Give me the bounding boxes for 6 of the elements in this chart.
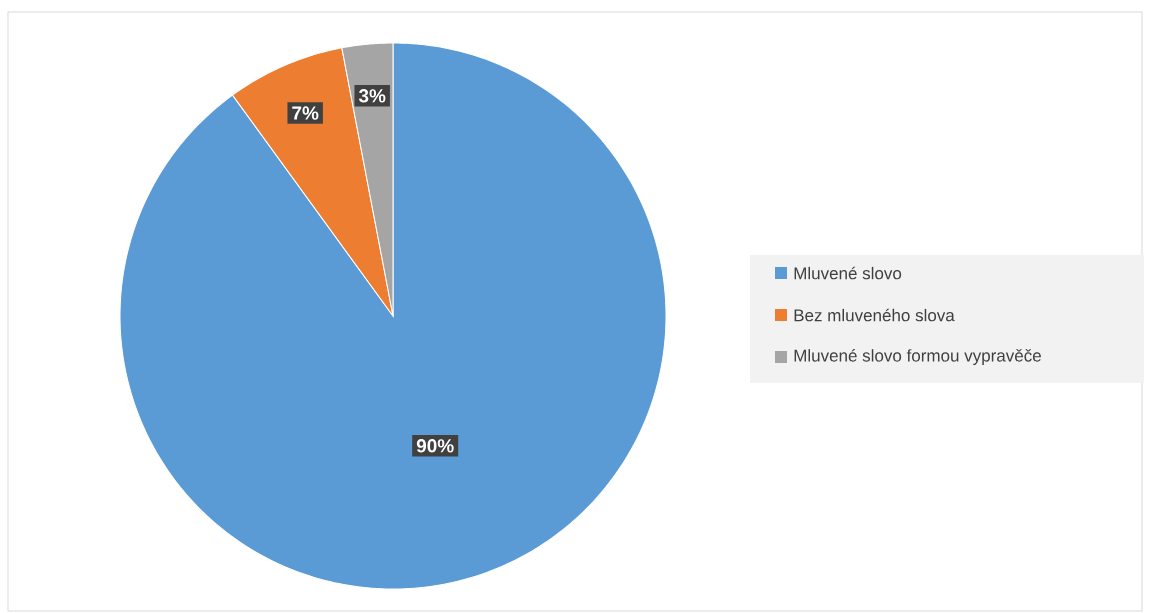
data-label: 3% [358, 89, 386, 103]
data-label: 7% [292, 106, 319, 120]
data-label: 90% [416, 439, 454, 453]
legend-label: Mluvené slovo formou vypravěče [794, 348, 1041, 366]
legend-label: Mluvené slovo [794, 266, 902, 280]
legend-label: Bez mluveného slova [794, 308, 955, 322]
